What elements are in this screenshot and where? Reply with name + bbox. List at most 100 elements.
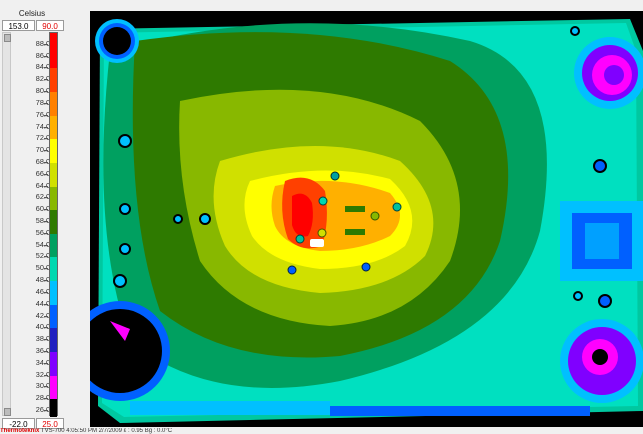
scale-label: 72.0 (35, 133, 50, 143)
scale-color-segment (50, 328, 57, 352)
scale-slider-bottom-handle[interactable] (4, 408, 11, 416)
scale-tick (44, 91, 48, 93)
scale-min-input[interactable]: -22.0 (2, 418, 35, 429)
scale-label: 26.0 (35, 405, 50, 415)
scale-label: 70.0 (35, 145, 50, 155)
scale-label: 44.0 (35, 298, 50, 308)
scale-tick (44, 43, 48, 45)
scale-label: 66.0 (35, 168, 50, 178)
scale-label: 38.0 (35, 334, 50, 344)
scale-label: 64.0 (35, 180, 50, 190)
scale-max-input[interactable]: 153.0 (2, 20, 35, 31)
scale-label: 60.0 (35, 204, 50, 214)
scale-tick (44, 244, 48, 246)
scale-tick (44, 126, 48, 128)
scale-tick (44, 327, 48, 329)
scale-tick (44, 173, 48, 175)
scale-tick (44, 291, 48, 293)
scale-color-segment (50, 115, 57, 140)
scale-tick (44, 410, 48, 412)
scale-color-segment (50, 352, 57, 376)
scale-label: 54.0 (35, 239, 50, 249)
status-emissivity: ε : 0.95 (123, 428, 144, 434)
scale-label: 78.0 (35, 97, 50, 107)
scale-bottom-value[interactable]: 25.0 (36, 418, 64, 429)
scale-label: 76.0 (35, 109, 50, 119)
scale-label: 58.0 (35, 216, 50, 226)
scale-label: 74.0 (35, 121, 50, 131)
scale-tick (44, 315, 48, 317)
scale-label: 42.0 (35, 310, 50, 320)
color-scale-bar (49, 32, 58, 417)
scale-label: 88.0 (35, 38, 50, 48)
scale-tick (44, 67, 48, 69)
scale-color-segment (50, 399, 57, 417)
scale-panel: Celsius 153.0 90.0 88.0 86.0 84.0 82.0 80.0 7… (0, 0, 88, 434)
scale-tick (44, 209, 48, 211)
scale-label: 30.0 (35, 381, 50, 391)
scale-color-segment (50, 257, 57, 282)
scale-tick (44, 102, 48, 104)
scale-tick (44, 232, 48, 234)
scale-label: 80.0 (35, 86, 50, 96)
scale-tick (44, 114, 48, 116)
scale-slider-track[interactable] (2, 32, 11, 416)
scale-label: 46.0 (35, 286, 50, 296)
scale-tick (44, 268, 48, 270)
scale-label: 52.0 (35, 251, 50, 261)
unit-label: Celsius (18, 9, 46, 18)
scale-tick (44, 221, 48, 223)
scale-tick (44, 386, 48, 388)
status-model: TVS-700 (40, 428, 65, 434)
scale-tick (44, 256, 48, 258)
scale-label: 36.0 (35, 346, 50, 355)
status-date: 2/7/2009 (98, 428, 122, 434)
scale-color-segment (50, 304, 57, 329)
scale-label: 28.0 (35, 393, 50, 403)
scale-tick (44, 398, 48, 400)
scale-tick (44, 138, 48, 140)
scale-color-segment (50, 375, 57, 400)
scale-color-segment (50, 210, 57, 234)
scale-slider-top-handle[interactable] (4, 34, 11, 42)
scale-tick (44, 339, 48, 341)
scale-label: 84.0 (35, 62, 50, 72)
scale-tick (44, 55, 48, 57)
scale-color-segment (50, 162, 57, 187)
status-background: Bg : 0.0°C (144, 428, 173, 434)
scale-label: 50.0 (35, 263, 50, 273)
scale-tick (44, 161, 48, 163)
status-bar: Thermoteknix TVS-700 4:05:50 PM 2/7/2009… (0, 428, 643, 434)
scale-tick (44, 79, 48, 81)
scale-color-segment (50, 92, 57, 116)
scale-tick (44, 280, 48, 282)
scale-label: 40.0 (35, 322, 50, 332)
scale-tick (44, 362, 48, 364)
thermal-image-svg (90, 11, 643, 427)
scale-color-segment (50, 186, 57, 211)
scale-label: 86.0 (35, 50, 50, 60)
scale-label: 68.0 (35, 156, 50, 166)
scale-tick (44, 374, 48, 376)
scale-label: 32.0 (35, 369, 50, 379)
scale-tick (44, 150, 48, 152)
status-brand: Thermoteknix (0, 428, 40, 434)
status-time: 4:05:50 PM (66, 428, 97, 434)
scale-tick (44, 185, 48, 187)
scale-label: 56.0 (35, 227, 50, 237)
scale-label: 34.0 (35, 357, 50, 367)
scale-labels: 88.0 86.0 84.0 82.0 80.0 78.0 76.0 74.0 72.0 70.0… (12, 32, 50, 416)
scale-color-segment (50, 233, 57, 258)
scale-color-segment (50, 33, 57, 69)
scale-label: 48.0 (35, 275, 50, 285)
scale-label: 82.0 (35, 74, 50, 84)
scale-color-segment (50, 281, 57, 305)
scale-color-segment (50, 68, 57, 93)
scale-tick (44, 197, 48, 199)
scale-tick (44, 351, 48, 352)
scale-color-segment (50, 139, 57, 163)
thermal-image[interactable] (90, 11, 643, 427)
scale-tick (44, 303, 48, 305)
scale-label: 62.0 (35, 192, 50, 202)
scale-top-value[interactable]: 90.0 (36, 20, 64, 31)
